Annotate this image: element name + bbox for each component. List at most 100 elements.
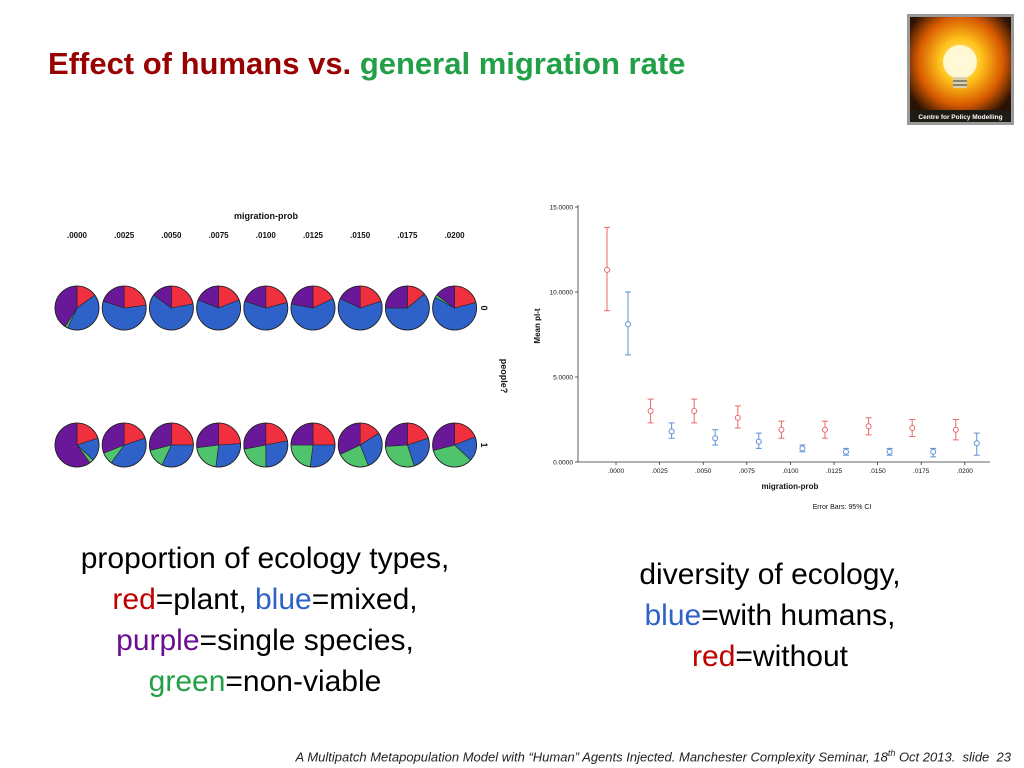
pie-column-label: .0175	[397, 231, 418, 240]
pie-column-label: .0150	[350, 231, 371, 240]
mean-point-without_humans	[604, 266, 610, 273]
x-tick-label: .0175	[913, 468, 930, 475]
y-tick-label: 5.0000	[553, 375, 573, 382]
pie-slice-single	[385, 422, 408, 447]
pie-outline	[337, 285, 383, 331]
pie-outline	[196, 422, 242, 468]
mean-point-with_humans	[712, 435, 719, 442]
legend-blue-word: blue	[255, 583, 312, 616]
pie-row-axis-label: people?	[499, 359, 509, 394]
pie-column-label: .0075	[209, 231, 230, 240]
slide-title: Effect of humans vs. general migration r…	[48, 46, 685, 82]
title-part-migration: general migration rate	[359, 46, 686, 81]
pie-column-label: .0050	[161, 231, 182, 240]
y-tick-label: 15.0000	[550, 205, 574, 212]
pie-outline	[384, 422, 430, 468]
diversity-caption-line-3: red=without	[590, 636, 950, 677]
legend-red-without-word: red	[692, 640, 736, 673]
pie-outline	[101, 285, 147, 331]
x-tick-label: .0100	[782, 468, 799, 475]
pie-outline	[196, 285, 242, 331]
mean-point-with_humans	[668, 428, 675, 435]
legend-purple-word: purple	[116, 624, 200, 657]
mean-point-with_humans	[843, 448, 849, 455]
pie-slice-mixed	[265, 440, 289, 468]
pie-outline	[101, 422, 147, 468]
x-tick-label: .0150	[869, 468, 886, 475]
footer-slide-label: slide	[962, 749, 990, 765]
mean-point-without_humans	[822, 426, 828, 433]
legend-blue-humans-word: blue	[644, 599, 702, 632]
pie-slice-single	[243, 422, 267, 450]
pie-outline	[54, 422, 100, 468]
pie-outline	[149, 285, 194, 331]
title-part-humans: Effect of humans vs.	[48, 46, 352, 81]
mean-point-with_humans	[755, 438, 762, 445]
pie-column-label: .0100	[256, 231, 277, 240]
y-axis-title: Mean pl-t	[533, 308, 542, 343]
pie-slice-nonviable	[196, 444, 219, 468]
mean-point-with_humans	[799, 445, 806, 452]
pie-outline	[384, 285, 430, 331]
pie-outline	[337, 422, 383, 468]
diversity-caption: diversity of ecology, blue=with humans, …	[590, 554, 950, 677]
pie-caption: proportion of ecology types, red=plant, …	[40, 538, 490, 702]
pie-slice-mixed	[215, 443, 241, 468]
footer-date: Oct 2013.	[895, 749, 956, 765]
slide-footer: A Multipatch Metapopulation Model with “…	[296, 748, 1011, 764]
x-tick-label: .0000	[608, 468, 625, 475]
mean-point-with_humans	[625, 321, 631, 328]
pie-caption-line-1: proportion of ecology types,	[80, 542, 450, 575]
legend-red-word: red	[112, 583, 156, 616]
pie-outline	[432, 422, 478, 468]
pie-outline	[149, 422, 194, 468]
pie-outline	[290, 422, 336, 468]
legend-green-word: green	[148, 665, 226, 698]
pie-grid-title: migration-prob	[234, 211, 298, 221]
cpm-logo: Centre for Policy Modelling	[907, 14, 1014, 125]
logo-caption: Centre for Policy Modelling	[918, 114, 1002, 121]
mean-point-without_humans	[909, 425, 916, 431]
x-tick-label: .0025	[651, 468, 668, 475]
x-tick-label: .0075	[739, 468, 756, 475]
pie-slice-single	[196, 422, 219, 449]
error-bar-note: Error Bars: 95% CI	[813, 504, 872, 511]
lightbulb-icon	[943, 45, 977, 88]
pie-row-label-1: 1	[479, 442, 489, 447]
pie-outline	[290, 285, 336, 331]
x-tick-label: .0200	[957, 468, 974, 475]
pie-row-label-0: 0	[479, 305, 489, 310]
x-tick-label: .0125	[826, 468, 843, 475]
mean-point-without_humans	[734, 414, 741, 421]
pie-column-label: .0025	[114, 231, 135, 240]
pie-outline	[243, 422, 289, 468]
footer-citation: A Multipatch Metapopulation Model with “…	[295, 749, 888, 765]
pie-chart-grid: migration-prob .0000 .0025 .0050 .0075 .0100…	[54, 211, 509, 468]
mean-point-without_humans	[865, 423, 872, 430]
x-tick-label: .0050	[695, 468, 712, 475]
x-axis-title: migration-prob	[762, 482, 819, 491]
pie-caption-line-4: green=non-viable	[40, 661, 490, 702]
y-tick-label: 0.0000	[553, 460, 573, 467]
diversity-caption-line-1: diversity of ecology,	[639, 558, 901, 591]
footer-ordinal: th	[887, 748, 896, 758]
mean-point-with_humans	[886, 448, 893, 455]
pie-outline	[54, 285, 100, 331]
legend-red-meaning: =plant,	[155, 583, 255, 616]
legend-purple-meaning: =single species,	[199, 624, 414, 657]
mean-point-without_humans	[778, 426, 785, 433]
legend-red-without-meaning: =without	[735, 640, 848, 673]
legend-green-meaning: =non-viable	[225, 665, 382, 698]
legend-blue-humans-meaning: =with humans,	[701, 599, 896, 632]
mean-point-without_humans	[647, 408, 654, 414]
mean-point-without_humans	[952, 426, 959, 433]
pie-column-label: .0125	[303, 231, 324, 240]
mean-point-without_humans	[691, 408, 698, 414]
pie-slice-mixed	[309, 444, 336, 468]
pie-outline	[243, 285, 289, 331]
pie-slice-single	[291, 285, 314, 309]
pie-outline	[432, 285, 478, 331]
mean-point-with_humans	[973, 440, 980, 447]
error-bar-chart: 0.0000 5.0000 10.0000 15.0000 .0000 .0025 .005…	[533, 205, 990, 511]
mean-point-with_humans	[930, 448, 937, 455]
